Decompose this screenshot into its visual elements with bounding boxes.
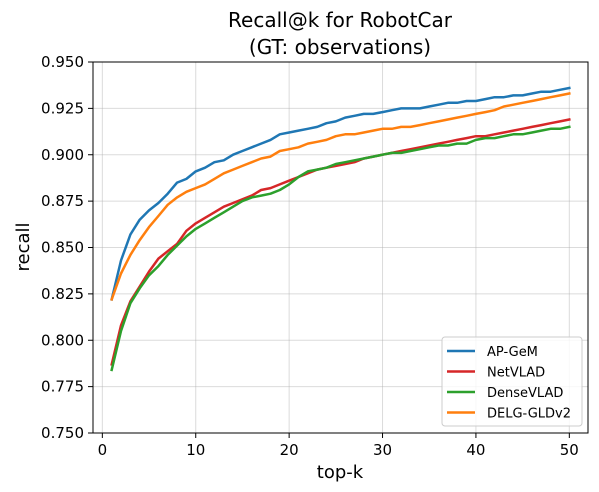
y-tick-label: 0.750 [41, 424, 84, 442]
x-tick-label: 10 [186, 441, 205, 459]
series-line-delg-gldv2 [110, 92, 571, 301]
legend-label-netvlad: NetVLAD [487, 366, 545, 381]
series-lines [110, 86, 571, 372]
y-tick-label: 0.775 [41, 378, 84, 396]
y-axis-label: recall [13, 222, 34, 271]
y-tick-label: 0.900 [41, 146, 84, 164]
series-line-ap-gem [110, 86, 571, 301]
y-tick-label: 0.825 [41, 285, 84, 303]
y-tick-label: 0.925 [41, 99, 84, 117]
y-tick-label: 0.950 [41, 53, 84, 71]
x-axis-label: top-k [317, 462, 364, 483]
legend-label-ap-gem: AP-GeM [487, 345, 538, 360]
x-axis: 0 10 20 30 40 50 [98, 433, 579, 459]
x-tick-label: 20 [280, 441, 299, 459]
y-tick-label: 0.875 [41, 192, 84, 210]
series-line-densevlad [110, 125, 571, 372]
y-axis: 0.750 0.775 0.800 0.825 0.850 0.875 0.900 0.925… [41, 53, 93, 442]
legend-items: AP-GeM NetVLAD DenseVLAD DELG-GLDv2 [447, 345, 571, 422]
y-tick-label: 0.800 [41, 331, 84, 349]
series-line-netvlad [110, 118, 571, 366]
x-tick-label: 50 [560, 441, 579, 459]
y-tick-label: 0.850 [41, 239, 84, 257]
legend-label-delg-gldv2: DELG-GLDv2 [487, 407, 571, 422]
legend-label-densevlad: DenseVLAD [487, 386, 563, 401]
legend: AP-GeM NetVLAD DenseVLAD DELG-GLDv2 [441, 336, 583, 427]
chart-title-line-2: (GT: observations) [249, 35, 431, 59]
x-tick-label: 0 [98, 441, 108, 459]
x-tick-label: 40 [466, 441, 485, 459]
legend-box [441, 336, 583, 427]
x-tick-label: 30 [373, 441, 392, 459]
chart-title-line-1: Recall@k for RobotCar [228, 8, 453, 32]
